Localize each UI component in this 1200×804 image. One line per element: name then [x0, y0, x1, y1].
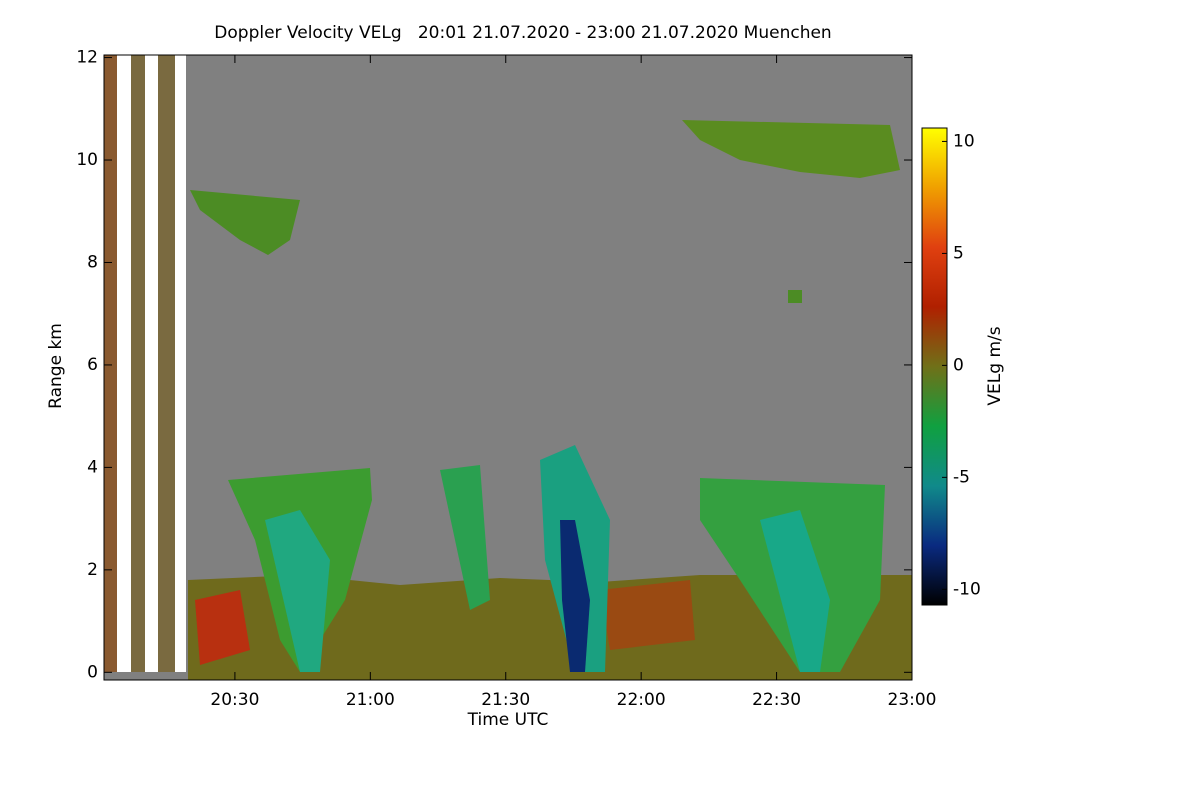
- cloud: [440, 465, 490, 610]
- y-axis-label: Range km: [46, 323, 66, 409]
- cloud: [190, 190, 300, 255]
- x-tick-label: 21:00: [346, 690, 395, 710]
- colorbar-tick-label: -5: [953, 467, 970, 487]
- y-tick-label: 4: [87, 457, 98, 477]
- x-tick-label: 21:30: [481, 690, 530, 710]
- y-tick-label: 0: [87, 662, 98, 682]
- chart-title: Doppler Velocity VELg 20:01 21.07.2020 -…: [214, 23, 831, 43]
- cloud: [682, 120, 900, 178]
- fall-streak: [560, 520, 590, 672]
- colorbar: [921, 127, 948, 606]
- plot-frame: [103, 54, 913, 681]
- low-echo: [600, 580, 695, 650]
- gap: [145, 55, 158, 672]
- low-echo: [188, 575, 912, 680]
- x-tick-label: 22:30: [752, 690, 801, 710]
- noise: [131, 55, 145, 672]
- noise: [104, 55, 117, 672]
- y-tick-label: 2: [87, 560, 98, 580]
- cloud: [788, 290, 802, 303]
- fall-streak: [760, 510, 830, 672]
- x-axis-label: Time UTC: [467, 710, 549, 730]
- low-echo: [195, 590, 250, 665]
- gap: [117, 55, 131, 672]
- colorbar-label: VELg m/s: [985, 326, 1005, 405]
- x-tick-label: 22:00: [617, 690, 666, 710]
- colorbar-tick-label: 0: [953, 355, 964, 375]
- colorbar-tick-label: 10: [953, 131, 975, 151]
- colorbar-tick-label: 5: [953, 243, 964, 263]
- y-tick-label: 8: [87, 252, 98, 272]
- y-tick-label: 6: [87, 355, 98, 375]
- gap: [175, 55, 186, 672]
- x-tick-label: 23:00: [888, 690, 937, 710]
- y-tick-label: 12: [76, 48, 98, 68]
- fall-streak: [265, 510, 330, 672]
- y-tick-label: 10: [76, 150, 98, 170]
- echo-field: [104, 55, 912, 680]
- x-tick-label: 20:30: [210, 690, 259, 710]
- noise: [158, 55, 175, 672]
- colorbar-tick-label: -10: [953, 579, 981, 599]
